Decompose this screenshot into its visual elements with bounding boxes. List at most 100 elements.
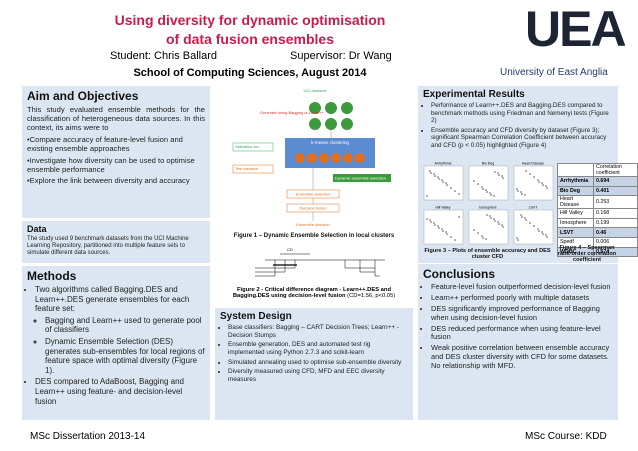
conclusions-panel: Conclusions Feature-level fusion outperf… <box>418 264 618 420</box>
footer-left: MSc Dissertation 2013-14 <box>30 431 146 442</box>
plot-dot <box>433 173 435 175</box>
plot-dot <box>538 181 540 183</box>
plot-dot <box>482 237 484 239</box>
plot-dot <box>450 187 452 189</box>
bullet: •Compare accuracy of feature-level fusio… <box>27 135 183 154</box>
heading: Methods <box>27 269 77 283</box>
box <box>333 174 391 182</box>
plot-frame <box>423 165 464 201</box>
plot-dot <box>438 227 440 229</box>
plot-dot <box>529 173 531 175</box>
plot-dot <box>545 185 547 187</box>
plot-dot <box>489 192 491 194</box>
data-panel: Data The study used 9 benchmark datasets… <box>22 221 210 263</box>
table-row: Ionosphere 0.199 <box>557 217 638 229</box>
dataset: Hill Valley <box>557 208 594 219</box>
plot-dot <box>477 232 479 234</box>
logo-mark: UEA <box>525 1 627 57</box>
plot-dot <box>516 188 518 190</box>
plot-dot <box>489 215 491 217</box>
plot-dot <box>501 224 503 226</box>
plot-dot <box>520 214 522 216</box>
plot-dot <box>486 191 488 193</box>
plot-dot <box>545 234 547 236</box>
dataset: Arrhythmia <box>557 176 594 187</box>
bullet: Performance of Learn++.DES and Bagging.D… <box>431 102 613 125</box>
plot-dot <box>446 233 448 235</box>
system-design-panel: System Design Base classifiers: Bagging … <box>215 308 413 420</box>
coefficient: 0.46 <box>593 227 638 238</box>
plot-dot <box>473 180 475 182</box>
text: The study used 9 benchmark datasets from… <box>27 236 189 257</box>
caption: Figure 3 – Plots of ensemble accuracy an… <box>424 248 551 260</box>
bullet: Ensemble accuracy and CFD diversity by d… <box>431 127 613 150</box>
plot-dot <box>429 219 431 221</box>
plot-dot <box>541 182 543 184</box>
fig-label: Decision fusion <box>299 206 326 211</box>
plot-dot <box>454 239 456 241</box>
plot-dot <box>525 170 527 172</box>
plot-dot <box>493 218 495 220</box>
figure3: Arrhythmia Bio Deg Heart Disease Hill Valle… <box>423 162 554 245</box>
plot-dot <box>521 193 523 195</box>
nodes <box>309 102 353 130</box>
plot-dot <box>494 171 496 173</box>
plot-frame <box>423 209 464 245</box>
plot-dot <box>430 172 432 174</box>
bullet: DES reduced performance when using featu… <box>431 324 613 343</box>
plot-dot <box>501 175 503 177</box>
plot-dot <box>446 184 448 186</box>
coefficient: 0.694 <box>593 176 638 187</box>
plot-dot <box>450 236 452 238</box>
caption: Figure 2 - Critical difference diagram -… <box>218 287 410 299</box>
bullet-text: Two algorithms called Bagging.DES and Le… <box>35 285 190 314</box>
bullet: Weak positive correlation between ensemb… <box>431 343 613 371</box>
plot-dot <box>441 179 443 181</box>
fig-label: Dynamic ensemble selection <box>335 176 386 181</box>
bullet: Base classifiers: Bagging – CART Decisio… <box>228 324 408 339</box>
fig-label: Test instance <box>235 166 259 171</box>
footer-right: MSc Course: KDD <box>525 431 607 442</box>
plot-title: Heart Disease <box>522 162 544 166</box>
fig-label: Generate using Bagging or Learn++ <box>260 110 324 115</box>
dataset: Bio Deg <box>557 185 594 197</box>
fig-label: UCI datasets <box>303 88 326 93</box>
plot-dot <box>445 182 447 184</box>
sub-bullet: Bagging and Learn++ used to generate poo… <box>45 316 205 335</box>
bullet: DES significantly improved performance o… <box>431 304 613 323</box>
bullet: Ensemble generation, DES and automated t… <box>228 341 408 356</box>
plot-dot <box>437 176 439 178</box>
plot-dot <box>481 186 483 188</box>
plot-dot <box>542 184 544 186</box>
plot-dot <box>490 194 492 196</box>
plot-dot <box>485 189 487 191</box>
heading: Data <box>27 224 47 234</box>
plot-dot <box>517 239 519 241</box>
table-row: WDBC 0.574 <box>557 246 638 258</box>
plot-dot <box>497 172 499 174</box>
plot-dot <box>520 191 522 193</box>
coefficient: 0.401 <box>593 185 638 197</box>
plot-dot <box>537 228 539 230</box>
plot-dot <box>426 195 428 197</box>
fig-label: Ensemble selection <box>296 192 331 197</box>
table-row: Heart Disease 0.253 <box>557 195 638 210</box>
box <box>232 142 274 152</box>
methods-panel: Methods Two algorithms called Bagging.DE… <box>22 266 210 420</box>
box <box>232 164 274 174</box>
table-row: Bio Deg 0.401 <box>557 185 638 197</box>
plot-dot <box>525 219 527 221</box>
plot-dot <box>498 223 500 225</box>
bullet: Two algorithms called Bagging.DES and Le… <box>35 285 205 375</box>
title: Using diversity for dynamic optimisation <box>114 12 386 28</box>
figure2: CD <box>255 247 385 277</box>
plot-dot <box>541 231 543 233</box>
student: Student: Chris Ballard <box>110 50 217 62</box>
bullet-text: Explore the link between diversity and a… <box>29 175 190 185</box>
plot-frame <box>513 209 554 245</box>
plot-dot <box>537 179 539 181</box>
plot-frame <box>513 165 554 201</box>
plot-dot <box>494 220 496 222</box>
plot-dot <box>437 225 439 227</box>
plot-dot <box>482 188 484 190</box>
